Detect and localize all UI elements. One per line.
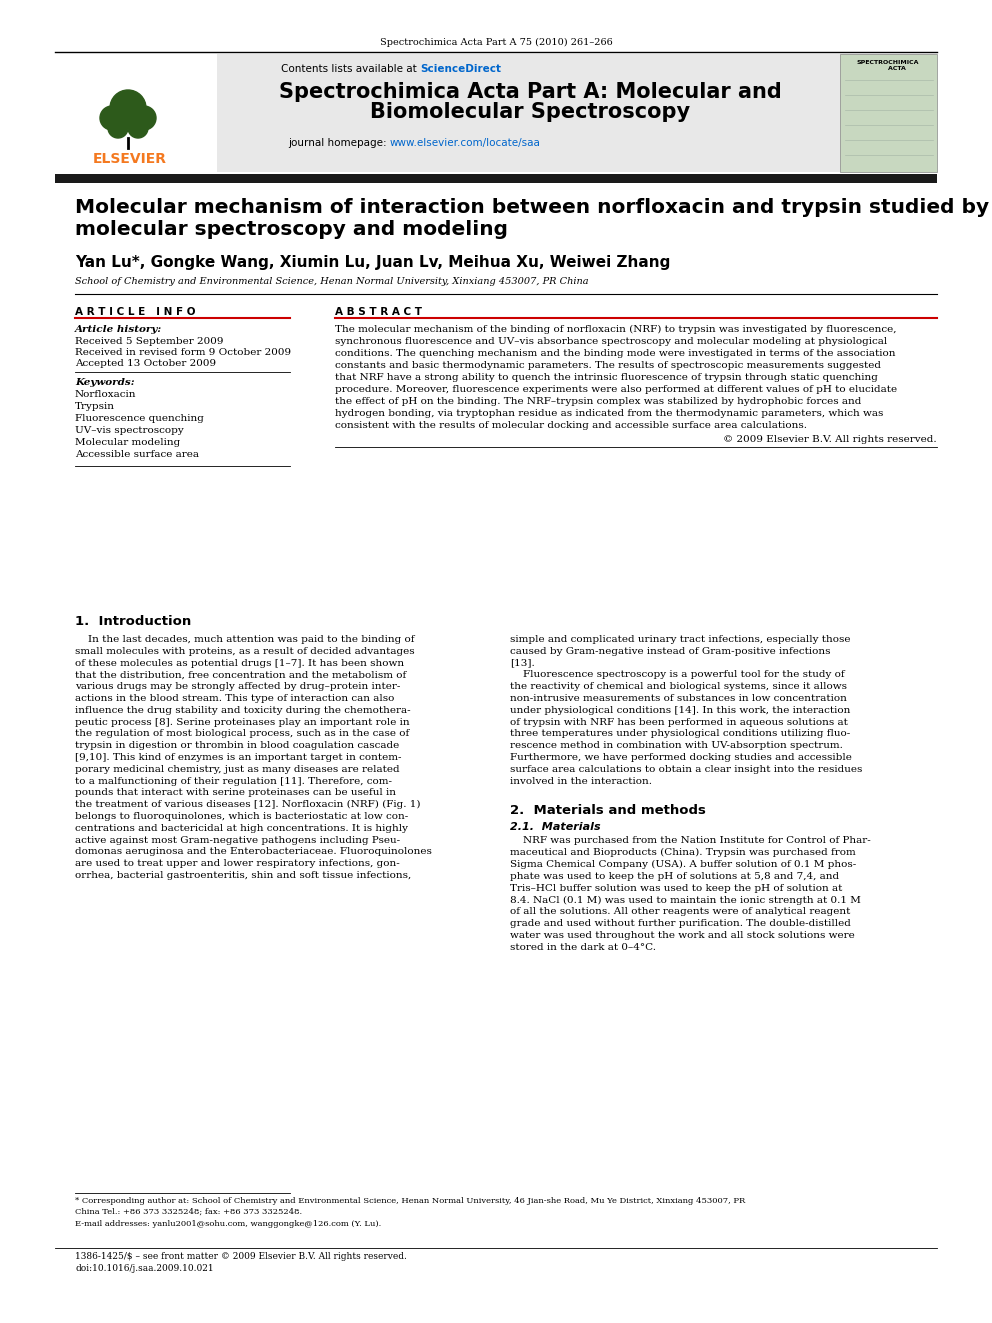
Text: orrhea, bacterial gastroenteritis, shin and soft tissue infections,: orrhea, bacterial gastroenteritis, shin … — [75, 871, 412, 880]
Text: UV–vis spectroscopy: UV–vis spectroscopy — [75, 426, 184, 435]
Text: surface area calculations to obtain a clear insight into the residues: surface area calculations to obtain a cl… — [510, 765, 862, 774]
Text: of all the solutions. All other reagents were of analytical reagent: of all the solutions. All other reagents… — [510, 908, 850, 917]
Text: 1.  Introduction: 1. Introduction — [75, 615, 191, 628]
Text: 8.4. NaCl (0.1 M) was used to maintain the ionic strength at 0.1 M: 8.4. NaCl (0.1 M) was used to maintain t… — [510, 896, 861, 905]
Text: ELSEVIER: ELSEVIER — [93, 152, 167, 165]
Text: pounds that interact with serine proteinases can be useful in: pounds that interact with serine protein… — [75, 789, 396, 798]
Text: hydrogen bonding, via tryptophan residue as indicated from the thermodynamic par: hydrogen bonding, via tryptophan residue… — [335, 409, 883, 418]
Text: involved in the interaction.: involved in the interaction. — [510, 777, 652, 786]
Text: Yan Lu*, Gongke Wang, Xiumin Lu, Juan Lv, Meihua Xu, Weiwei Zhang: Yan Lu*, Gongke Wang, Xiumin Lu, Juan Lv… — [75, 255, 671, 270]
FancyBboxPatch shape — [55, 54, 217, 172]
Text: that NRF have a strong ability to quench the intrinsic fluorescence of trypsin t: that NRF have a strong ability to quench… — [335, 373, 878, 382]
Text: www.elsevier.com/locate/saa: www.elsevier.com/locate/saa — [390, 138, 541, 148]
Text: consistent with the results of molecular docking and accessible surface area cal: consistent with the results of molecular… — [335, 421, 807, 430]
Text: active against most Gram-negative pathogens including Pseu-: active against most Gram-negative pathog… — [75, 836, 400, 844]
Text: Accessible surface area: Accessible surface area — [75, 450, 199, 459]
Text: The molecular mechanism of the binding of norfloxacin (NRF) to trypsin was inves: The molecular mechanism of the binding o… — [335, 325, 897, 335]
Text: Furthermore, we have performed docking studies and accessible: Furthermore, we have performed docking s… — [510, 753, 852, 762]
Text: conditions. The quenching mechanism and the binding mode were investigated in te: conditions. The quenching mechanism and … — [335, 349, 896, 359]
Text: grade and used without further purification. The double-distilled: grade and used without further purificat… — [510, 919, 851, 927]
Text: * Corresponding author at: School of Chemistry and Environmental Science, Henan : * Corresponding author at: School of Che… — [75, 1197, 745, 1205]
Text: 2.  Materials and methods: 2. Materials and methods — [510, 804, 706, 818]
Text: three temperatures under physiological conditions utilizing fluo-: three temperatures under physiological c… — [510, 729, 850, 738]
Text: Sigma Chemical Company (USA). A buffer solution of 0.1 M phos-: Sigma Chemical Company (USA). A buffer s… — [510, 860, 856, 869]
Text: under physiological conditions [14]. In this work, the interaction: under physiological conditions [14]. In … — [510, 705, 850, 714]
Text: maceutical and Bioproducts (China). Trypsin was purchased from: maceutical and Bioproducts (China). Tryp… — [510, 848, 856, 857]
Text: Molecular modeling: Molecular modeling — [75, 438, 181, 447]
Text: journal homepage:: journal homepage: — [288, 138, 390, 148]
Text: that the distribution, free concentration and the metabolism of: that the distribution, free concentratio… — [75, 671, 407, 680]
Text: Keywords:: Keywords: — [75, 378, 135, 388]
Text: the regulation of most biological process, such as in the case of: the regulation of most biological proces… — [75, 729, 410, 738]
Text: Received 5 September 2009: Received 5 September 2009 — [75, 337, 223, 347]
Text: procedure. Moreover, fluorescence experiments were also performed at different v: procedure. Moreover, fluorescence experi… — [335, 385, 897, 394]
FancyBboxPatch shape — [55, 175, 937, 183]
Text: Spectrochimica Acta Part A: Molecular and: Spectrochimica Acta Part A: Molecular an… — [279, 82, 782, 102]
Text: are used to treat upper and lower respiratory infections, gon-: are used to treat upper and lower respir… — [75, 859, 400, 868]
Text: various drugs may be strongly affected by drug–protein inter-: various drugs may be strongly affected b… — [75, 683, 401, 691]
Text: molecular spectroscopy and modeling: molecular spectroscopy and modeling — [75, 220, 508, 239]
Text: Norfloxacin: Norfloxacin — [75, 390, 137, 400]
Text: the effect of pH on the binding. The NRF–trypsin complex was stabilized by hydro: the effect of pH on the binding. The NRF… — [335, 397, 861, 406]
Text: trypsin in digestion or thrombin in blood coagulation cascade: trypsin in digestion or thrombin in bloo… — [75, 741, 399, 750]
Text: School of Chemistry and Environmental Science, Henan Normal University, Xinxiang: School of Chemistry and Environmental Sc… — [75, 277, 588, 286]
Text: Tris–HCl buffer solution was used to keep the pH of solution at: Tris–HCl buffer solution was used to kee… — [510, 884, 842, 893]
Text: Received in revised form 9 October 2009: Received in revised form 9 October 2009 — [75, 348, 291, 357]
Text: A B S T R A C T: A B S T R A C T — [335, 307, 422, 318]
Text: doi:10.1016/j.saa.2009.10.021: doi:10.1016/j.saa.2009.10.021 — [75, 1263, 213, 1273]
Text: Accepted 13 October 2009: Accepted 13 October 2009 — [75, 359, 216, 368]
Text: stored in the dark at 0–4°C.: stored in the dark at 0–4°C. — [510, 942, 656, 951]
Text: In the last decades, much attention was paid to the binding of: In the last decades, much attention was … — [75, 635, 415, 644]
Text: rescence method in combination with UV-absorption spectrum.: rescence method in combination with UV-a… — [510, 741, 843, 750]
Text: 1386-1425/$ – see front matter © 2009 Elsevier B.V. All rights reserved.: 1386-1425/$ – see front matter © 2009 El… — [75, 1252, 407, 1261]
Text: constants and basic thermodynamic parameters. The results of spectroscopic measu: constants and basic thermodynamic parame… — [335, 361, 881, 370]
Text: simple and complicated urinary tract infections, especially those: simple and complicated urinary tract inf… — [510, 635, 850, 644]
Text: of these molecules as potential drugs [1–7]. It has been shown: of these molecules as potential drugs [1… — [75, 659, 404, 668]
Text: influence the drug stability and toxicity during the chemothera-: influence the drug stability and toxicit… — [75, 705, 411, 714]
Text: water was used throughout the work and all stock solutions were: water was used throughout the work and a… — [510, 931, 855, 939]
Text: phate was used to keep the pH of solutions at 5,8 and 7,4, and: phate was used to keep the pH of solutio… — [510, 872, 839, 881]
Text: Biomolecular Spectroscopy: Biomolecular Spectroscopy — [370, 102, 690, 122]
Text: China Tel.: +86 373 3325248; fax: +86 373 3325248.: China Tel.: +86 373 3325248; fax: +86 37… — [75, 1208, 303, 1216]
Circle shape — [132, 106, 156, 130]
Text: A R T I C L E   I N F O: A R T I C L E I N F O — [75, 307, 195, 318]
Text: Fluorescence quenching: Fluorescence quenching — [75, 414, 204, 423]
Text: Trypsin: Trypsin — [75, 402, 115, 411]
Text: of trypsin with NRF has been performed in aqueous solutions at: of trypsin with NRF has been performed i… — [510, 717, 848, 726]
FancyBboxPatch shape — [55, 54, 937, 172]
Circle shape — [128, 118, 148, 138]
Text: Spectrochimica Acta Part A 75 (2010) 261–266: Spectrochimica Acta Part A 75 (2010) 261… — [380, 38, 612, 48]
Text: Molecular mechanism of interaction between norfloxacin and trypsin studied by: Molecular mechanism of interaction betwe… — [75, 198, 989, 217]
Circle shape — [110, 90, 146, 126]
Text: Article history:: Article history: — [75, 325, 163, 333]
Text: © 2009 Elsevier B.V. All rights reserved.: © 2009 Elsevier B.V. All rights reserved… — [723, 435, 937, 445]
Text: ScienceDirect: ScienceDirect — [420, 64, 501, 74]
Text: the reactivity of chemical and biological systems, since it allows: the reactivity of chemical and biologica… — [510, 683, 847, 691]
Text: belongs to fluoroquinolones, which is bacteriostatic at low con-: belongs to fluoroquinolones, which is ba… — [75, 812, 409, 822]
Text: centrations and bactericidal at high concentrations. It is highly: centrations and bactericidal at high con… — [75, 824, 408, 832]
Circle shape — [100, 106, 124, 130]
Text: [9,10]. This kind of enzymes is an important target in contem-: [9,10]. This kind of enzymes is an impor… — [75, 753, 402, 762]
Circle shape — [108, 118, 128, 138]
Text: [13].: [13]. — [510, 659, 535, 668]
Text: caused by Gram-negative instead of Gram-positive infections: caused by Gram-negative instead of Gram-… — [510, 647, 830, 656]
Text: Fluorescence spectroscopy is a powerful tool for the study of: Fluorescence spectroscopy is a powerful … — [510, 671, 844, 680]
Text: E-mail addresses: yanlu2001@sohu.com, wanggongke@126.com (Y. Lu).: E-mail addresses: yanlu2001@sohu.com, wa… — [75, 1220, 381, 1228]
Text: non-intrusive measurements of substances in low concentration: non-intrusive measurements of substances… — [510, 695, 847, 703]
Text: actions in the blood stream. This type of interaction can also: actions in the blood stream. This type o… — [75, 695, 395, 703]
Text: porary medicinal chemistry, just as many diseases are related: porary medicinal chemistry, just as many… — [75, 765, 400, 774]
Text: Contents lists available at: Contents lists available at — [281, 64, 420, 74]
FancyBboxPatch shape — [840, 54, 937, 172]
Text: to a malfunctioning of their regulation [11]. Therefore, com-: to a malfunctioning of their regulation … — [75, 777, 392, 786]
Text: synchronous fluorescence and UV–vis absorbance spectroscopy and molecular modeli: synchronous fluorescence and UV–vis abso… — [335, 337, 887, 347]
Text: peutic process [8]. Serine proteinases play an important role in: peutic process [8]. Serine proteinases p… — [75, 717, 410, 726]
Text: 2.1.  Materials: 2.1. Materials — [510, 823, 600, 832]
Text: domonas aeruginosa and the Enterobacteriaceae. Fluoroquinolones: domonas aeruginosa and the Enterobacteri… — [75, 848, 432, 856]
Text: SPECTROCHIMICA
        ACTA: SPECTROCHIMICA ACTA — [857, 60, 920, 71]
Text: the treatment of various diseases [12]. Norfloxacin (NRF) (Fig. 1): the treatment of various diseases [12]. … — [75, 800, 421, 810]
Text: NRF was purchased from the Nation Institute for Control of Phar-: NRF was purchased from the Nation Instit… — [510, 836, 871, 845]
Text: small molecules with proteins, as a result of decided advantages: small molecules with proteins, as a resu… — [75, 647, 415, 656]
